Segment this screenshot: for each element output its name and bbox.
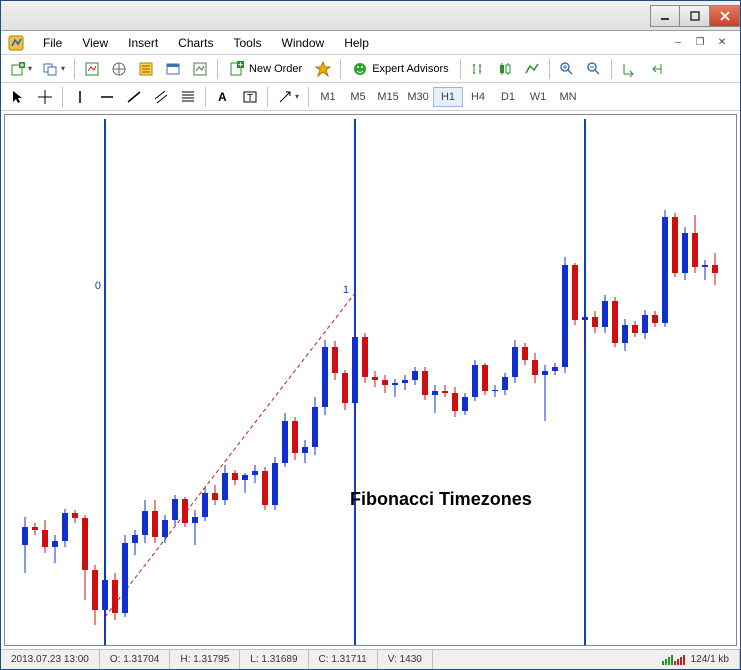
trendline-button[interactable] (121, 86, 147, 108)
menubar: File View Insert Charts Tools Window Hel… (1, 31, 740, 55)
expert-advisors-label: Expert Advisors (372, 63, 448, 75)
svg-text:Fibonacci Timezones: Fibonacci Timezones (350, 489, 532, 509)
cursor-button[interactable] (5, 86, 31, 108)
close-button[interactable] (710, 5, 740, 27)
svg-text:1: 1 (343, 284, 349, 296)
chart-shift-button[interactable] (643, 58, 669, 80)
status-close: C: 1.31711 (309, 650, 378, 669)
menu-view[interactable]: View (72, 34, 118, 52)
status-connection: 124/1 kb (652, 650, 740, 669)
strategy-tester-button[interactable] (187, 58, 213, 80)
metaeditor-button[interactable] (310, 58, 336, 80)
timeframe-w1[interactable]: W1 (523, 87, 553, 107)
chart-area[interactable]: 0 1 Fibonacci Timezones (4, 114, 737, 646)
status-open: O: 1.31704 (100, 650, 170, 669)
toolbar-main: ▾ ▾ New Order Expert Advisors (1, 55, 740, 83)
connection-icon (662, 655, 685, 665)
timeframe-m15[interactable]: M15 (373, 87, 403, 107)
status-low: L: 1.31689 (240, 650, 308, 669)
minimize-button[interactable] (650, 5, 680, 27)
titlebar (1, 1, 740, 31)
zoom-out-button[interactable] (581, 58, 607, 80)
vertical-line-button[interactable] (67, 86, 93, 108)
app-icon (7, 34, 25, 52)
crosshair-button[interactable] (32, 86, 58, 108)
timeframe-selector: M1M5M15M30H1H4D1W1MN (313, 87, 583, 107)
timeframe-m5[interactable]: M5 (343, 87, 373, 107)
timeframe-m1[interactable]: M1 (313, 87, 343, 107)
timeframe-h4[interactable]: H4 (463, 87, 493, 107)
svg-text:0: 0 (95, 280, 101, 292)
status-volume: V: 1430 (378, 650, 433, 669)
menu-charts[interactable]: Charts (168, 34, 223, 52)
window-buttons (650, 5, 740, 27)
timeframe-mn[interactable]: MN (553, 87, 583, 107)
timeframe-h1[interactable]: H1 (433, 87, 463, 107)
profiles-button[interactable]: ▾ (38, 58, 70, 80)
menu-window[interactable]: Window (272, 34, 335, 52)
new-chart-button[interactable]: ▾ (5, 58, 37, 80)
mdi-controls: – ❐ ✕ (670, 36, 734, 50)
mdi-close-button[interactable]: ✕ (714, 36, 730, 50)
bar-chart-button[interactable] (465, 58, 491, 80)
mdi-restore-button[interactable]: ❐ (692, 36, 708, 50)
horizontal-line-button[interactable] (94, 86, 120, 108)
menu-file[interactable]: File (33, 34, 72, 52)
status-datetime: 2013.07.23 13:00 (1, 650, 100, 669)
data-window-button[interactable] (133, 58, 159, 80)
toolbar-drawing: A T ▾ M1M5M15M30H1H4D1W1MN (1, 83, 740, 111)
menu-tools[interactable]: Tools (224, 34, 272, 52)
expert-advisors-button[interactable]: Expert Advisors (345, 58, 455, 80)
arrows-button[interactable]: ▾ (272, 86, 304, 108)
statusbar: 2013.07.23 13:00 O: 1.31704 H: 1.31795 L… (1, 649, 740, 669)
new-order-label: New Order (249, 63, 302, 75)
zoom-in-button[interactable] (554, 58, 580, 80)
navigator-button[interactable] (106, 58, 132, 80)
equidistant-channel-button[interactable] (148, 86, 174, 108)
new-order-button[interactable]: New Order (222, 58, 309, 80)
connection-label: 124/1 kb (691, 654, 729, 665)
chart-canvas: 0 1 Fibonacci Timezones (5, 115, 731, 646)
menu-insert[interactable]: Insert (118, 34, 168, 52)
market-watch-button[interactable] (79, 58, 105, 80)
auto-scroll-button[interactable] (616, 58, 642, 80)
svg-text:T: T (247, 93, 253, 104)
fibonacci-button[interactable] (175, 86, 201, 108)
app-window: File View Insert Charts Tools Window Hel… (0, 0, 741, 670)
text-label-button[interactable]: T (237, 86, 263, 108)
status-high: H: 1.31795 (170, 650, 240, 669)
maximize-button[interactable] (680, 5, 710, 27)
mdi-minimize-button[interactable]: – (670, 36, 686, 50)
menu-help[interactable]: Help (334, 34, 379, 52)
svg-text:A: A (218, 90, 227, 104)
text-button[interactable]: A (210, 86, 236, 108)
timeframe-m30[interactable]: M30 (403, 87, 433, 107)
line-chart-button[interactable] (519, 58, 545, 80)
candle-chart-button[interactable] (492, 58, 518, 80)
timeframe-d1[interactable]: D1 (493, 87, 523, 107)
terminal-button[interactable] (160, 58, 186, 80)
